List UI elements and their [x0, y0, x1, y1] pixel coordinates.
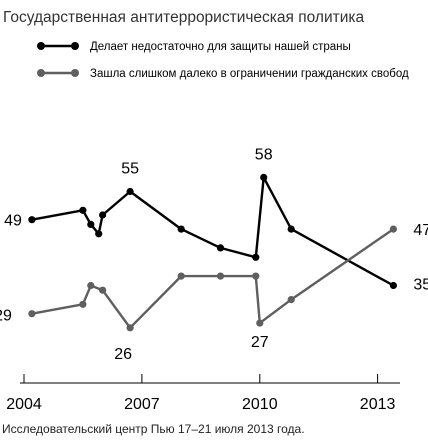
series-2-data-label-1: 29	[0, 308, 12, 325]
plot-area: 49 55 58 35 29 26 27 47	[0, 146, 428, 362]
legend-item-series-1: Делает недостаточно для защиты нашей стр…	[37, 41, 351, 53]
series-1-point-1	[28, 216, 36, 224]
series-2-point-1	[28, 310, 36, 318]
series-1-point-10	[260, 173, 268, 181]
x-tick-label-3: 2010	[242, 396, 278, 413]
series-2-point-6	[177, 272, 185, 280]
legend: Делает недостаточно для защиты нашей стр…	[37, 41, 409, 80]
series-1-point-12	[389, 281, 397, 290]
legend-marker-series-2	[37, 69, 45, 77]
series-2-data-label-5: 26	[114, 346, 132, 363]
series-1-point-5	[99, 211, 107, 219]
series-line-1	[31, 176, 394, 287]
series-1-data-label-10: 58	[255, 146, 273, 163]
legend-label-series-2: Зашла слишком далеко в ограничении гражд…	[90, 68, 409, 80]
series-2-data-label-9: 27	[251, 334, 269, 351]
series-2-point-2	[79, 300, 87, 308]
legend-marker-series-2-end	[71, 69, 79, 77]
x-tick-label-2: 2007	[124, 396, 160, 413]
series-1-data-label-12: 35	[413, 277, 428, 294]
series-1-point-6	[126, 187, 134, 196]
legend-marker-series-1-end	[71, 42, 79, 50]
series-2-point-5	[126, 324, 134, 332]
chart-title: Государственная антитеррористическая пол…	[3, 9, 364, 26]
source-note: Исследовательский центр Пью 17–21 июля 2…	[2, 422, 305, 436]
series-2-point-3	[87, 281, 95, 290]
x-axis-ticks: 2004 2007 2010 2013	[6, 374, 395, 413]
legend-label-series-1: Делает недостаточно для защиты нашей стр…	[90, 41, 351, 53]
series-2-point-11	[389, 225, 397, 233]
legend-marker-series-1	[37, 42, 45, 50]
series-1-point-4	[95, 230, 103, 238]
series-2-point-9	[256, 319, 264, 327]
series-1-data-label-6: 55	[121, 161, 139, 178]
series-2-point-7	[216, 272, 225, 280]
series-1-point-7	[177, 225, 185, 233]
series-1-data-label-1: 49	[4, 213, 22, 230]
legend-item-series-2: Зашла слишком далеко в ограничении гражд…	[37, 68, 409, 80]
x-tick-label-1: 2004	[6, 396, 42, 413]
series-1-point-8	[216, 244, 225, 252]
x-tick-label-4: 2013	[360, 396, 396, 413]
series-2-point-4	[99, 286, 107, 294]
series-2-point-10	[287, 296, 295, 304]
series-1-point-11	[287, 225, 295, 233]
series-2-data-label-11: 47	[413, 222, 428, 239]
series-2-point-8	[252, 272, 260, 280]
series-1-point-9	[252, 253, 260, 261]
series-1-point-2	[79, 206, 87, 214]
series-1-point-3	[87, 220, 95, 228]
